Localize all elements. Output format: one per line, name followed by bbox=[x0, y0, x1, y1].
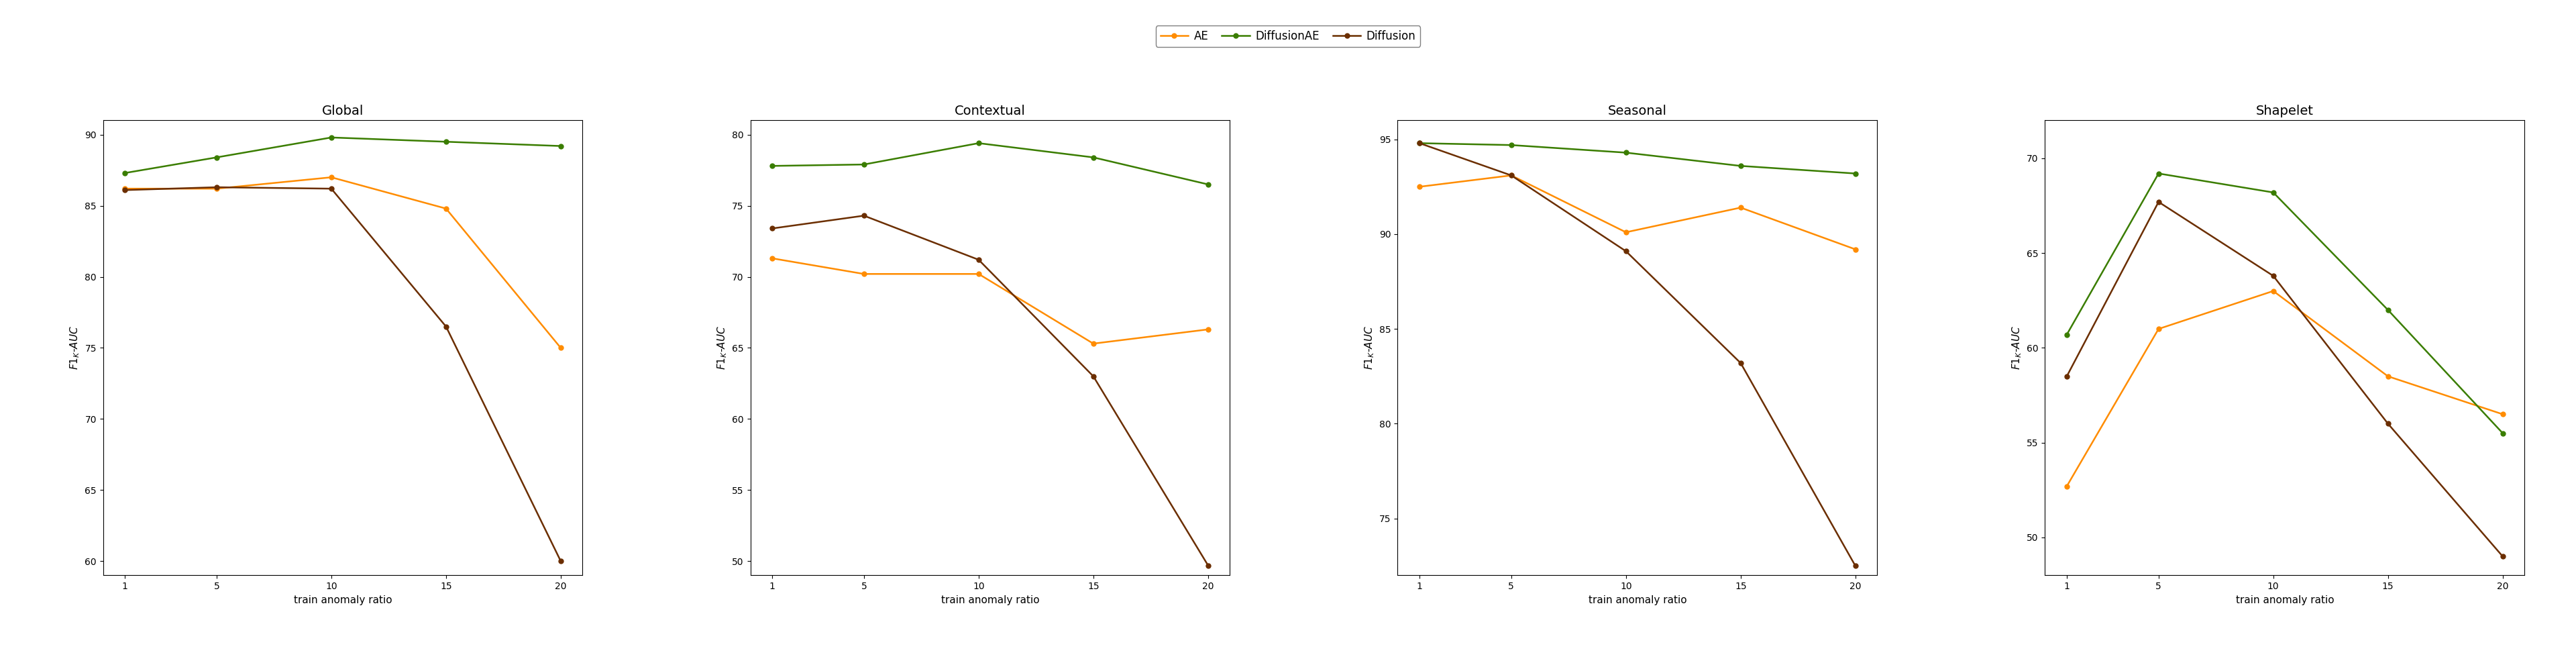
Y-axis label: $F1_{K}$-AUC: $F1_{K}$-AUC bbox=[716, 326, 729, 370]
AE bbox=[757, 254, 788, 262]
Title: Contextual: Contextual bbox=[956, 105, 1025, 118]
Diffusion bbox=[430, 322, 461, 330]
AE bbox=[2488, 410, 2519, 418]
Diffusion bbox=[317, 185, 348, 193]
Diffusion bbox=[1193, 561, 1224, 569]
Diffusion bbox=[201, 183, 232, 191]
Line: AE: AE bbox=[770, 256, 1211, 346]
DiffusionAE bbox=[2143, 169, 2174, 177]
Line: DiffusionAE: DiffusionAE bbox=[770, 141, 1211, 187]
X-axis label: train anomaly ratio: train anomaly ratio bbox=[2236, 595, 2334, 605]
Diffusion bbox=[757, 224, 788, 232]
Diffusion bbox=[963, 256, 994, 264]
AE bbox=[1193, 325, 1224, 333]
DiffusionAE bbox=[2257, 189, 2287, 197]
Line: AE: AE bbox=[1417, 173, 1857, 252]
DiffusionAE bbox=[848, 161, 878, 169]
Y-axis label: $F1_{K}$-AUC: $F1_{K}$-AUC bbox=[1363, 326, 1376, 370]
AE bbox=[2257, 287, 2287, 295]
AE bbox=[1726, 203, 1757, 211]
Diffusion bbox=[2488, 553, 2519, 561]
Y-axis label: $F1_{K}$-AUC: $F1_{K}$-AUC bbox=[70, 326, 80, 370]
DiffusionAE bbox=[108, 169, 139, 177]
DiffusionAE bbox=[757, 162, 788, 170]
Diffusion bbox=[2257, 272, 2287, 280]
Diffusion bbox=[848, 211, 878, 219]
Diffusion bbox=[2143, 198, 2174, 206]
AE bbox=[1404, 183, 1435, 191]
DiffusionAE bbox=[1610, 149, 1641, 157]
DiffusionAE bbox=[963, 139, 994, 147]
AE bbox=[2372, 373, 2403, 381]
DiffusionAE bbox=[2488, 429, 2519, 438]
DiffusionAE bbox=[1497, 141, 1528, 149]
AE bbox=[2143, 325, 2174, 333]
DiffusionAE bbox=[2372, 306, 2403, 314]
X-axis label: train anomaly ratio: train anomaly ratio bbox=[1589, 595, 1687, 605]
AE bbox=[1610, 228, 1641, 236]
DiffusionAE bbox=[1839, 169, 1870, 177]
Diffusion bbox=[1404, 139, 1435, 147]
AE bbox=[430, 205, 461, 213]
Line: AE: AE bbox=[124, 175, 564, 350]
AE bbox=[201, 185, 232, 193]
DiffusionAE bbox=[1726, 162, 1757, 170]
AE bbox=[1839, 246, 1870, 254]
AE bbox=[108, 185, 139, 193]
Diffusion bbox=[1839, 562, 1870, 570]
DiffusionAE bbox=[1193, 181, 1224, 189]
Line: Diffusion: Diffusion bbox=[770, 213, 1211, 568]
Title: Shapelet: Shapelet bbox=[2257, 105, 2313, 118]
Diffusion bbox=[108, 186, 139, 194]
DiffusionAE bbox=[546, 142, 577, 150]
AE bbox=[1497, 171, 1528, 179]
DiffusionAE bbox=[430, 138, 461, 146]
AE bbox=[1077, 340, 1108, 348]
Diffusion bbox=[2050, 373, 2081, 381]
Diffusion bbox=[2372, 419, 2403, 427]
Diffusion bbox=[1077, 372, 1108, 380]
Line: Diffusion: Diffusion bbox=[124, 185, 564, 563]
DiffusionAE bbox=[201, 153, 232, 161]
Title: Global: Global bbox=[322, 105, 363, 118]
Line: DiffusionAE: DiffusionAE bbox=[2063, 171, 2504, 436]
DiffusionAE bbox=[1404, 139, 1435, 147]
Diffusion bbox=[1610, 248, 1641, 256]
X-axis label: train anomaly ratio: train anomaly ratio bbox=[940, 595, 1038, 605]
AE bbox=[848, 270, 878, 278]
Legend: AE, DiffusionAE, Diffusion: AE, DiffusionAE, Diffusion bbox=[1157, 25, 1419, 47]
Line: DiffusionAE: DiffusionAE bbox=[1417, 141, 1857, 176]
Diffusion bbox=[1726, 359, 1757, 367]
DiffusionAE bbox=[2050, 330, 2081, 339]
Line: DiffusionAE: DiffusionAE bbox=[124, 135, 564, 175]
AE bbox=[317, 173, 348, 181]
Title: Seasonal: Seasonal bbox=[1607, 105, 1667, 118]
AE bbox=[963, 270, 994, 278]
Line: Diffusion: Diffusion bbox=[1417, 141, 1857, 568]
Line: Diffusion: Diffusion bbox=[2063, 199, 2504, 559]
Y-axis label: $F1_{K}$-AUC: $F1_{K}$-AUC bbox=[2009, 326, 2022, 370]
DiffusionAE bbox=[1077, 153, 1108, 161]
X-axis label: train anomaly ratio: train anomaly ratio bbox=[294, 595, 392, 605]
Diffusion bbox=[546, 557, 577, 565]
Diffusion bbox=[1497, 171, 1528, 179]
AE bbox=[2050, 482, 2081, 490]
AE bbox=[546, 344, 577, 352]
Line: AE: AE bbox=[2063, 289, 2504, 488]
DiffusionAE bbox=[317, 134, 348, 142]
